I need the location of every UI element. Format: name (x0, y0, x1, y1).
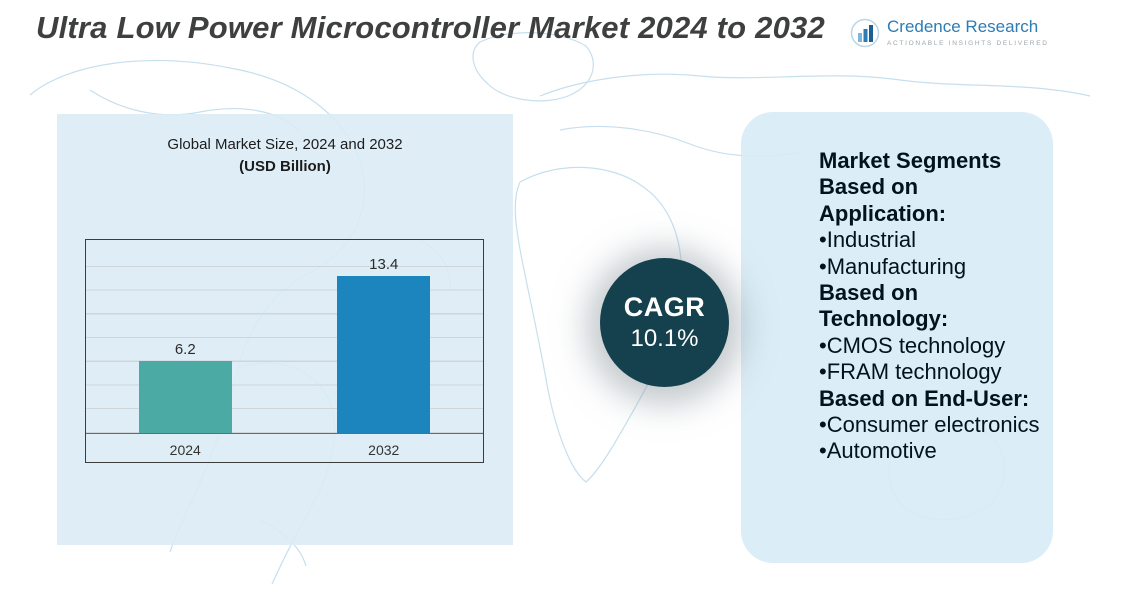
cagr-badge: CAGR 10.1% (600, 258, 729, 387)
bar-plot-area: 6.2 13.4 (86, 246, 483, 434)
chart-titles: Global Market Size, 2024 and 2032 (USD B… (57, 136, 513, 175)
segment-item: •Industrial (819, 227, 916, 253)
segment-item: •Consumer electronics (819, 411, 1040, 437)
bar-group: 6.2 (138, 246, 232, 433)
logo-tagline: Actionable Insights Delivered (887, 39, 1049, 47)
bar-chart-logo-icon (850, 18, 880, 48)
page-title: Ultra Low Power Microcontroller Market 2… (36, 10, 825, 45)
segment-item: •Manufacturing (819, 253, 967, 279)
bar-2024 (138, 360, 232, 433)
bar-value-label: 6.2 (174, 340, 196, 358)
bar-value-label: 13.4 (369, 256, 399, 274)
segment-header: Market Segments Based on Application: (819, 148, 1002, 226)
logo: Credence Research Actionable Insights De… (850, 17, 1049, 48)
bar-category-label: 2032 (368, 442, 400, 458)
segment-header: Based on End-User: (819, 385, 1030, 411)
segments-content: Market Segments Based on Application: •In… (819, 148, 1047, 465)
chart-subtitle: (USD Billion) (239, 158, 331, 175)
segment-item: •FRAM technology (819, 359, 1002, 385)
bar-category-label: 2024 (169, 442, 201, 458)
bar-chart: 6.2 13.4 2024 2032 (85, 239, 484, 463)
segments-panel: Market Segments Based on Application: •In… (741, 112, 1053, 563)
cagr-label: CAGR (623, 292, 706, 322)
cagr-value: 10.1% (630, 325, 699, 352)
bar-group: 13.4 (337, 246, 431, 433)
segment-item: •Automotive (819, 438, 937, 464)
bar-2032 (337, 276, 431, 433)
chart-panel: Global Market Size, 2024 and 2032 (USD B… (57, 114, 513, 545)
logo-name: Credence Research (887, 17, 1039, 36)
chart-title: Global Market Size, 2024 and 2032 (167, 136, 403, 153)
logo-text: Credence Research Actionable Insights De… (887, 17, 1049, 47)
segment-header: Based on Technology: (819, 279, 949, 332)
segment-item: •CMOS technology (819, 332, 1006, 358)
bar-category-labels: 2024 2032 (86, 442, 483, 458)
